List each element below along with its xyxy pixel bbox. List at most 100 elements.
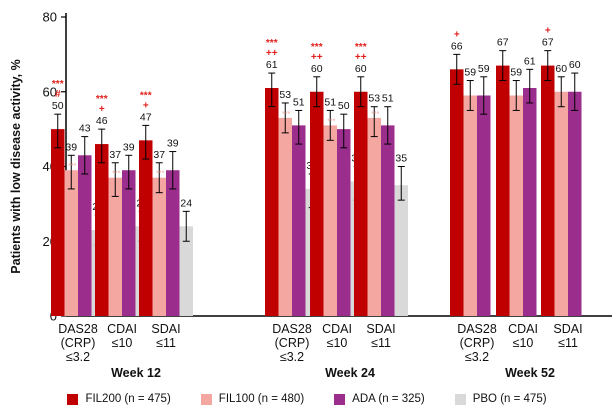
legend-swatch-fil200 [67,393,79,405]
data-label: 53 [279,89,291,101]
category-label: CDAI [508,322,538,336]
bar [139,140,153,316]
bar [541,65,555,317]
fil100-sig-marker: *** [371,111,379,118]
category-label: SDAI [553,322,582,336]
significance-marker: + [454,29,460,40]
category-label: (CRP) [460,336,495,350]
category-label: DAS28 [457,322,497,336]
bar [354,91,368,316]
data-label: 59 [464,67,476,79]
legend-item-pbo: PBO (n = 475) [454,389,547,409]
bar [152,177,166,316]
category-label: ≤11 [558,336,578,350]
data-label: 39 [123,141,135,153]
bar [78,155,92,316]
y-tick-label: 60 [43,84,57,99]
data-label: 46 [96,115,108,127]
bar [381,125,395,316]
category-label: (CRP) [61,336,96,350]
legend-item-fil200: FIL200 (n = 475) [67,389,171,409]
fil100-sig-marker: *** [112,171,120,178]
bar [323,125,337,316]
bar-chart: 020406080Patients with low disease activ… [9,10,612,380]
bar [477,95,491,316]
category-label: CDAI [322,322,352,336]
bar [450,69,464,316]
bar [95,144,109,316]
bar [51,129,65,316]
data-label: 66 [451,40,463,52]
significance-marker: *** [355,42,367,53]
significance-marker: + [545,26,551,37]
fil100-sig-marker: *** [156,171,164,178]
significance-marker: ++ [311,52,323,63]
category-label: DAS28 [58,322,98,336]
bar [463,95,477,316]
data-label: 24 [180,197,192,209]
group-label: Week 12 [111,366,161,380]
data-label: 50 [52,100,64,112]
data-label: 43 [79,123,91,135]
legend-item-ada: ADA (n = 325) [334,389,425,409]
fil100-sig-marker: *** [68,163,76,170]
significance-marker: + [99,104,105,115]
category-label: SDAI [366,322,395,336]
bar [554,91,568,316]
legend-swatch-ada [334,393,346,405]
bar [337,129,351,316]
category-label: ≤3.2 [280,350,304,364]
bar [310,91,324,316]
data-label: 37 [109,149,121,161]
bar [523,88,537,316]
bar [265,88,279,316]
bar [166,170,180,316]
data-label: 51 [293,96,305,108]
legend: FIL200 (n = 475) FIL100 (n = 480) ADA (n… [0,389,614,409]
category-label: SDAI [151,322,180,336]
data-label: 61 [266,59,278,71]
legend-swatch-pbo [454,393,466,405]
bar [64,170,78,316]
data-label: 60 [569,59,581,71]
bar [108,177,122,316]
category-label: DAS28 [272,322,312,336]
group-label: Week 52 [505,366,555,380]
fil100-sig-marker: *** [327,118,335,125]
bar [394,185,408,316]
bar [496,65,510,317]
significance-marker: *** [140,90,152,101]
data-label: 59 [510,67,522,79]
data-label: 39 [65,141,77,153]
legend-label-fil100: FIL100 (n = 480) [218,393,305,405]
data-label: 37 [153,149,165,161]
legend-label-fil200: FIL200 (n = 475) [85,393,171,405]
significance-marker: *** [96,94,108,105]
y-axis-title: Patients with low disease activity, % [9,59,23,273]
legend-label-ada: ADA (n = 325) [352,393,425,405]
data-label: 67 [497,37,509,49]
category-label: ≤10 [327,336,348,350]
data-label: 35 [395,153,407,165]
data-label: 61 [524,55,536,67]
bar [367,117,381,316]
data-label: 59 [478,63,490,75]
significance-marker: *** [311,42,323,53]
significance-marker: *** [266,38,278,49]
bar [568,91,582,316]
category-label: ≤10 [513,336,534,350]
significance-marker: ++ [355,52,367,63]
data-label: 39 [167,138,179,150]
bar [509,95,523,316]
legend-label-pbo: PBO (n = 475) [472,393,547,405]
significance-marker: + [143,100,149,111]
data-label: 60 [555,63,567,75]
y-tick-label: 80 [43,10,57,25]
significance-marker: *** [52,79,64,90]
data-label: 60 [311,63,323,75]
legend-swatch-fil100 [200,393,212,405]
category-label: ≤10 [112,336,133,350]
data-label: 47 [140,111,152,123]
data-label: 60 [355,63,367,75]
